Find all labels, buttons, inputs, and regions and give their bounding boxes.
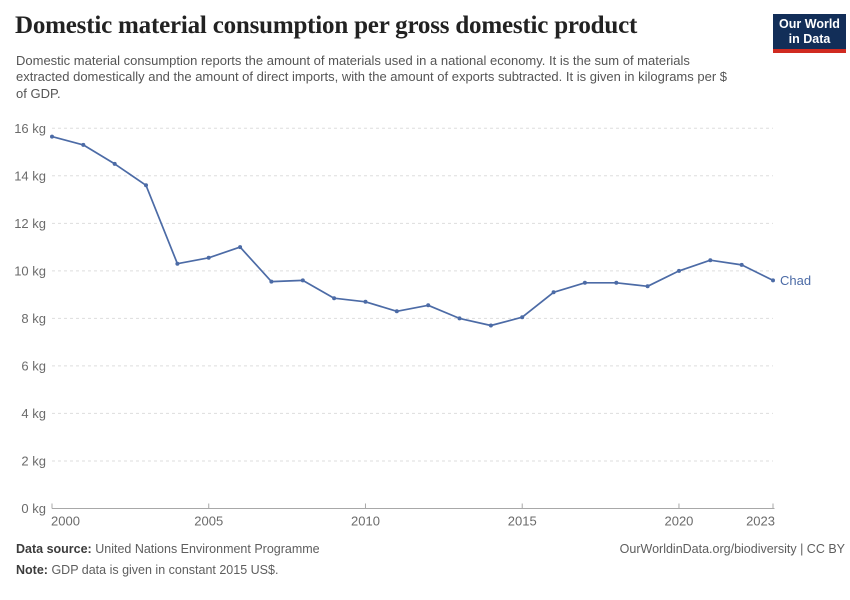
chart-subtitle: Domestic material consumption reports th… [16,53,728,101]
y-tick-label: 16 kg [14,121,46,136]
data-point [426,303,431,308]
data-point [520,315,525,320]
series-end-label: Chad [780,273,811,288]
note-label: Note: [16,563,48,577]
y-tick-label: 0 kg [21,501,46,516]
x-tick-label: 2005 [194,514,223,529]
owid-license-link[interactable]: OurWorldinData.org/biodiversity | CC BY [619,542,845,556]
data-point [238,245,243,250]
x-tick-label: 2010 [351,514,380,529]
data-point [771,278,775,283]
y-tick-label: 14 kg [14,168,46,183]
x-tick-label: 2015 [508,514,537,529]
data-point [112,161,117,166]
data-point [457,316,462,321]
x-tick-label: 2023 [746,514,775,529]
y-tick-label: 12 kg [14,216,46,231]
data-point [645,284,650,289]
data-point [332,296,337,301]
data-point [582,280,587,285]
data-point [206,255,211,260]
data-source-label: Data source: [16,542,92,556]
data-point [739,262,744,267]
data-point [614,280,619,285]
y-tick-label: 2 kg [21,453,46,468]
data-point [488,323,493,328]
data-source-line: Data source: United Nations Environment … [16,542,320,556]
note-line: Note: GDP data is given in constant 2015… [16,563,278,577]
data-point [50,134,54,139]
owid-logo: Our World in Data [773,14,846,53]
data-point [708,258,713,263]
data-point [175,261,180,266]
x-tick-label: 2020 [664,514,693,529]
series-line [51,135,774,327]
data-point [551,290,556,295]
data-point [144,183,148,188]
data-point [300,278,305,283]
data-point [363,299,368,304]
data-point [269,279,274,284]
y-tick-label: 6 kg [21,358,46,373]
y-tick-label: 8 kg [21,311,46,326]
owid-logo-line2: in Data [788,32,831,46]
y-tick-label: 10 kg [14,263,46,278]
data-point [677,268,681,273]
page-title: Domestic material consumption per gross … [15,12,638,39]
y-tick-label: 4 kg [21,406,46,421]
owid-logo-line1: Our World [779,17,840,31]
note-value: GDP data is given in constant 2015 US$. [51,563,279,577]
data-source-value: United Nations Environment Programme [95,542,320,556]
line-chart: 0 kg 2 kg 4 kg 6 kg 8 kg 10 kg 12 kg 14 kg 16 kg… [14,121,811,529]
x-tick-label: 2000 [51,514,80,529]
data-point [81,142,86,147]
data-point [394,309,399,314]
